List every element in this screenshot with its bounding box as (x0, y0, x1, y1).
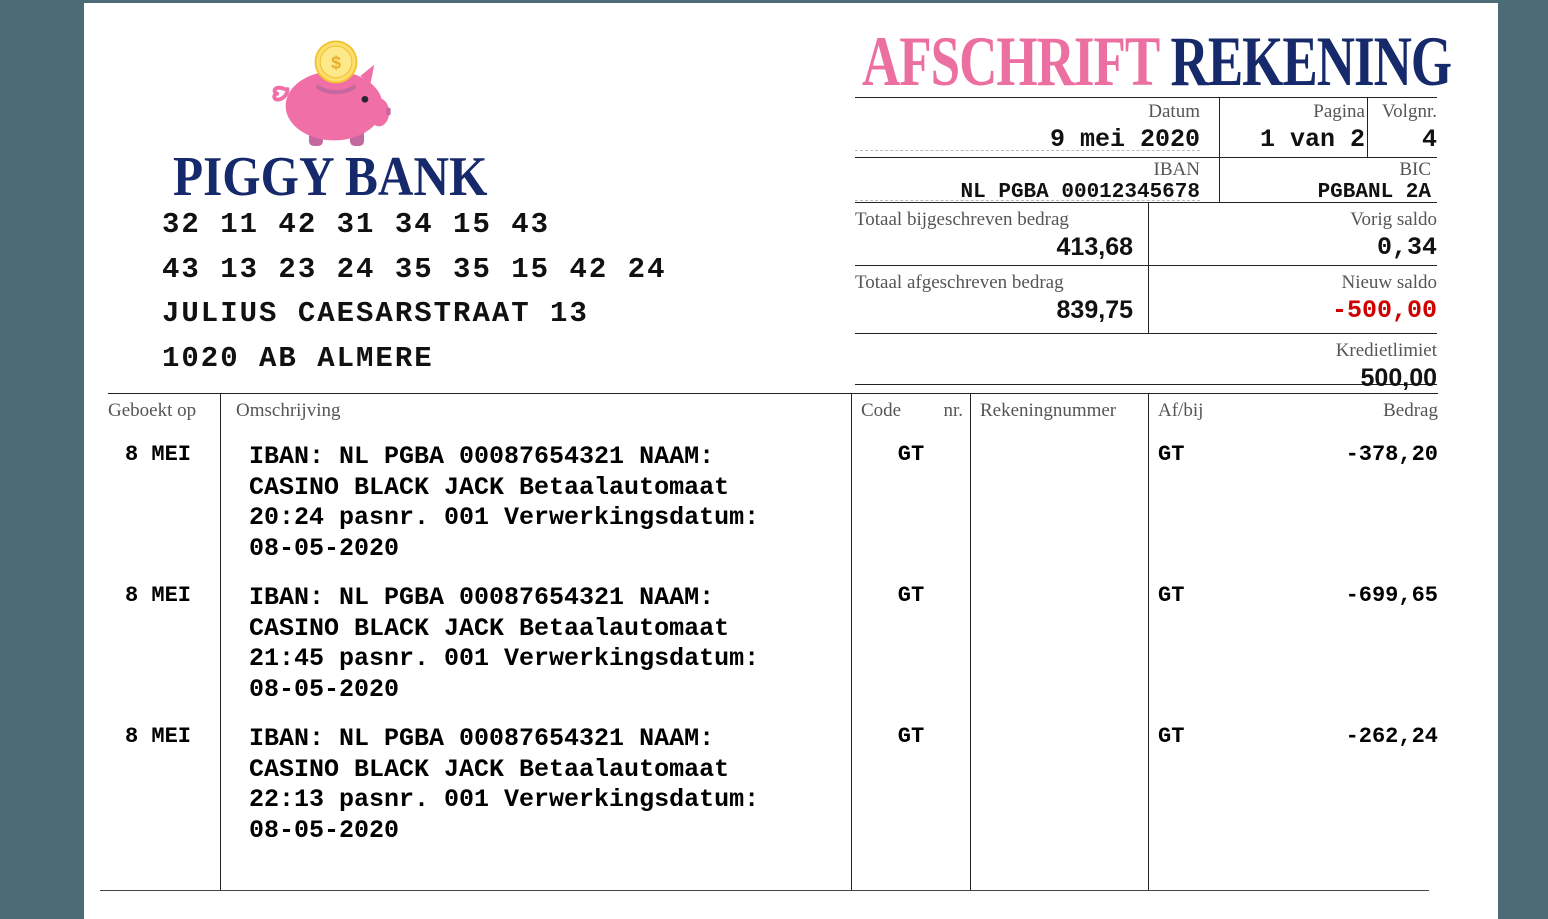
svg-text:$: $ (331, 53, 341, 73)
